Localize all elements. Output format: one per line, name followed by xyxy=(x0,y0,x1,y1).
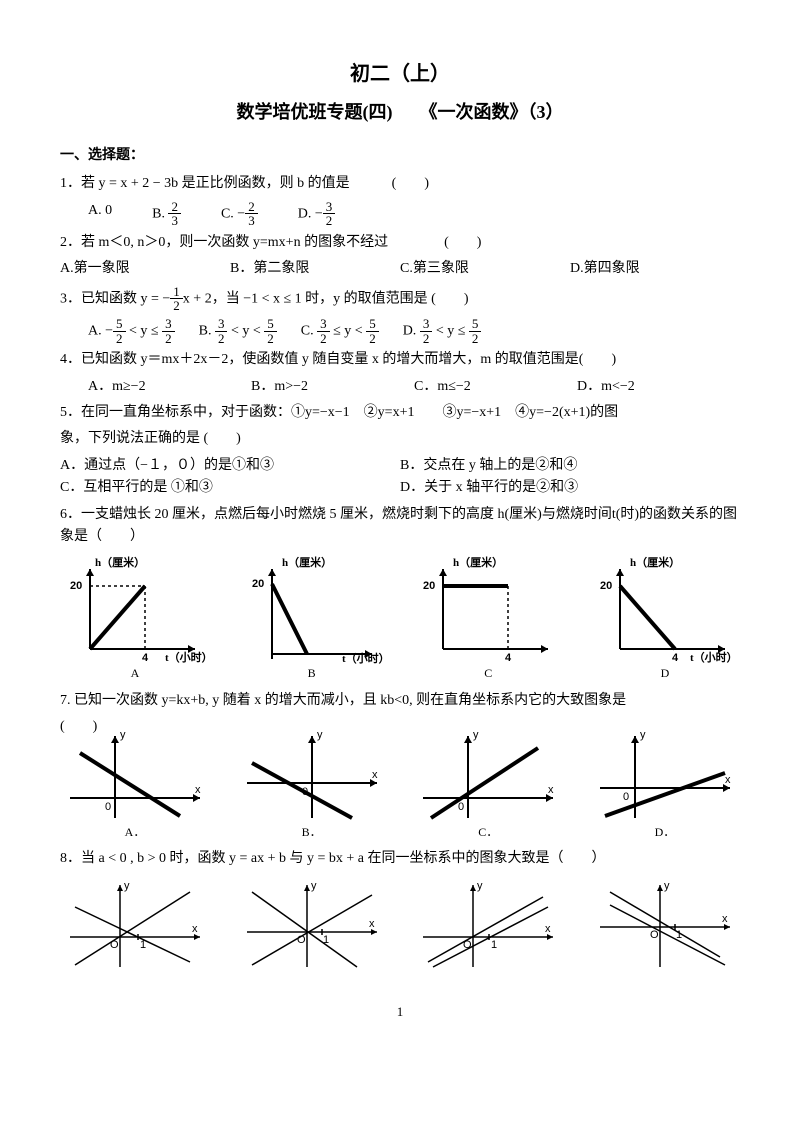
page-title-2: 数学培优班专题(四) 《一次函数》（3） xyxy=(60,98,740,127)
page-number: 1 xyxy=(60,1002,740,1023)
svg-text:h（厘米）: h（厘米） xyxy=(630,555,680,569)
question-6: 6．一支蜡烛长 20 厘米，点燃后每小时燃烧 5 厘米，燃烧时剩下的高度 h(厘… xyxy=(60,504,740,549)
svg-text:x: x xyxy=(548,784,554,796)
q3-opt-a: A. −52 < y ≤ 32 xyxy=(88,317,175,345)
svg-text:4: 4 xyxy=(142,652,149,664)
q6-graph-b: h（厘米） 20 t（小时） B xyxy=(237,554,387,683)
q6-graph-a: h（厘米） 20 4 t（小时） A xyxy=(60,554,210,683)
svg-text:4: 4 xyxy=(672,652,679,664)
q2-options: A.第一象限 B．第二象限 C.第三象限 D.第四象限 xyxy=(60,258,740,280)
svg-text:x: x xyxy=(722,913,728,925)
svg-text:O: O xyxy=(650,929,659,941)
question-8: 8．当 a < 0 , b > 0 时，函数 y = ax + b 与 y = … xyxy=(60,848,740,870)
q4-opt-d: D．m<−2 xyxy=(577,376,740,398)
svg-text:t（小时）: t（小时） xyxy=(165,650,210,664)
svg-text:x: x xyxy=(195,784,201,796)
q1-opt-d: D. −32 xyxy=(298,200,336,228)
svg-text:y: y xyxy=(124,880,130,892)
q5-opt-b: B．交点在 y 轴上的是②和④ xyxy=(400,455,740,477)
q5-opt-c: C．互相平行的是 ①和③ xyxy=(60,477,400,499)
svg-text:x: x xyxy=(192,923,198,935)
svg-text:4: 4 xyxy=(505,652,512,664)
svg-text:y: y xyxy=(664,880,670,892)
svg-text:t（小时）: t（小时） xyxy=(690,650,738,664)
q1-options: A. 0 B. 23 C. −23 D. −32 xyxy=(88,200,740,228)
svg-text:y: y xyxy=(311,880,317,892)
question-5: 5．在同一直角坐标系中，对于函数：①y=−x−1 ②y=x+1 ③y=−x+1 … xyxy=(60,402,740,424)
q5-options: A．通过点（−１，０）的是①和③ C．互相平行的是 ①和③ B．交点在 y 轴上… xyxy=(60,455,740,500)
svg-text:0: 0 xyxy=(458,801,464,813)
q4-opt-b: B．m>−2 xyxy=(251,376,414,398)
q5-opt-d: D．关于 x 轴平行的是②和③ xyxy=(400,477,740,499)
q7-graph-c: y x 0 C． xyxy=(413,728,563,842)
q8-graph-c: y x O 1 xyxy=(413,877,563,972)
svg-text:20: 20 xyxy=(600,580,612,592)
question-7: 7. 已知一次函数 y=kx+b, y 随着 x 的增大而减小，且 kb<0, … xyxy=(60,690,740,712)
q1-opt-b: B. 23 xyxy=(152,200,181,228)
q1-opt-a: A. 0 xyxy=(88,200,112,228)
svg-text:20: 20 xyxy=(252,578,264,590)
question-5b: 象，下列说法正确的是 ( ) xyxy=(60,428,740,450)
q8-graph-a: y x O 1 xyxy=(60,877,210,972)
svg-text:20: 20 xyxy=(70,580,82,592)
q8-graph-b: y x O 1 xyxy=(237,877,387,972)
q7-graphs: y x 0 A． y x 0 B． y x 0 C． xyxy=(60,728,740,842)
question-1: 1．若 y = x + 2 − 3b 是正比例函数，则 b 的值是 ( ) xyxy=(60,173,740,195)
svg-text:y: y xyxy=(473,729,479,741)
q6-graph-d: h（厘米） 20 4 t（小时） D xyxy=(590,554,740,683)
q2-opt-d: D.第四象限 xyxy=(570,258,740,280)
question-2: 2．若 m＜0, n＞0，则一次函数 y=mx+n 的图象不经过 ( ) xyxy=(60,232,740,254)
q4-opt-a: A．m≥−2 xyxy=(88,376,251,398)
q7-graph-b: y x 0 B． xyxy=(237,728,387,842)
q2-opt-a: A.第一象限 xyxy=(60,258,230,280)
q4-options: A．m≥−2 B．m>−2 C．m≤−2 D．m<−2 xyxy=(60,376,740,398)
svg-text:1: 1 xyxy=(491,939,497,951)
section-heading: 一、选择题： xyxy=(60,145,740,167)
svg-text:y: y xyxy=(640,729,646,741)
q7-graph-d: y x 0 D． xyxy=(590,728,740,842)
q4-opt-c: C．m≤−2 xyxy=(414,376,577,398)
svg-text:x: x xyxy=(545,923,551,935)
svg-text:h（厘米）: h（厘米） xyxy=(95,555,145,569)
svg-text:0: 0 xyxy=(623,791,629,803)
q2-opt-b: B．第二象限 xyxy=(230,258,400,280)
q3-options: A. −52 < y ≤ 32 B. 32 < y < 52 C. 32 ≤ y… xyxy=(88,317,740,345)
svg-text:y: y xyxy=(317,729,323,741)
q7-graph-a: y x 0 A． xyxy=(60,728,210,842)
question-4: 4．已知函数 y＝mx＋2x－2，使函数值 y 随自变量 x 的增大而增大，m … xyxy=(60,349,740,371)
svg-text:y: y xyxy=(477,880,483,892)
q3-opt-b: B. 32 < y < 52 xyxy=(199,317,277,345)
svg-text:h（厘米）: h（厘米） xyxy=(453,555,503,569)
q2-opt-c: C.第三象限 xyxy=(400,258,570,280)
q8-graph-d: y x O 1 xyxy=(590,877,740,972)
question-3: 3．已知函数 y = −12x + 2，当 −1 < x ≤ 1 时，y 的取值… xyxy=(60,285,740,313)
svg-text:x: x xyxy=(725,774,731,786)
svg-text:x: x xyxy=(372,769,378,781)
page-title-1: 初二（上） xyxy=(60,58,740,90)
svg-text:y: y xyxy=(120,729,126,741)
q3-opt-c: C. 32 ≤ y < 52 xyxy=(301,317,379,345)
svg-text:t（小时）: t（小时） xyxy=(342,651,387,664)
q6-graph-c: h（厘米） 20 4 C xyxy=(413,554,563,683)
q3-opt-d: D. 32 < y ≤ 52 xyxy=(403,317,482,345)
q6-graphs: h（厘米） 20 4 t（小时） A h（厘米） 20 t（小时） B h（厘米… xyxy=(60,554,740,683)
q5-opt-a: A．通过点（−１，０）的是①和③ xyxy=(60,455,400,477)
svg-text:h（厘米）: h（厘米） xyxy=(282,555,332,569)
svg-text:20: 20 xyxy=(423,580,435,592)
svg-text:x: x xyxy=(369,918,375,930)
svg-text:0: 0 xyxy=(105,801,111,813)
q1-opt-c: C. −23 xyxy=(221,200,258,228)
q8-graphs: y x O 1 y x O 1 y x O 1 xyxy=(60,877,740,972)
